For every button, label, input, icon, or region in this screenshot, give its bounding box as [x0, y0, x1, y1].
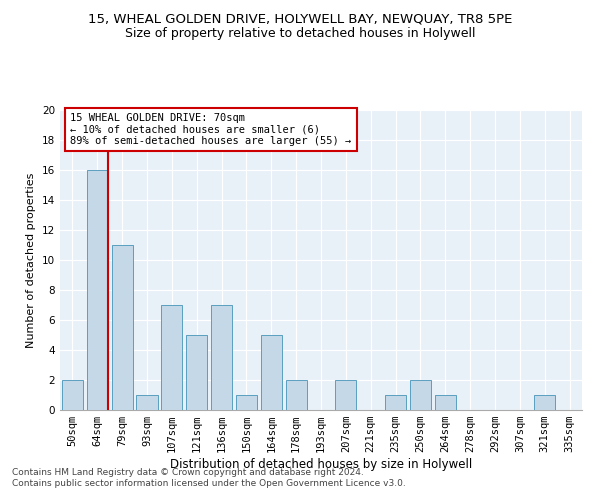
- Bar: [410, 380, 431, 410]
- X-axis label: Distribution of detached houses by size in Holywell: Distribution of detached houses by size …: [170, 458, 472, 471]
- Bar: [534, 395, 555, 410]
- Text: 15, WHEAL GOLDEN DRIVE, HOLYWELL BAY, NEWQUAY, TR8 5PE: 15, WHEAL GOLDEN DRIVE, HOLYWELL BAY, NE…: [88, 12, 512, 26]
- Bar: [286, 380, 307, 410]
- Bar: [62, 380, 83, 410]
- Bar: [335, 380, 356, 410]
- Bar: [261, 335, 282, 410]
- Text: Contains HM Land Registry data © Crown copyright and database right 2024.
Contai: Contains HM Land Registry data © Crown c…: [12, 468, 406, 487]
- Bar: [136, 395, 158, 410]
- Text: 15 WHEAL GOLDEN DRIVE: 70sqm
← 10% of detached houses are smaller (6)
89% of sem: 15 WHEAL GOLDEN DRIVE: 70sqm ← 10% of de…: [70, 113, 352, 146]
- Bar: [112, 245, 133, 410]
- Bar: [236, 395, 257, 410]
- Bar: [211, 305, 232, 410]
- Bar: [186, 335, 207, 410]
- Text: Size of property relative to detached houses in Holywell: Size of property relative to detached ho…: [125, 28, 475, 40]
- Bar: [87, 170, 108, 410]
- Bar: [161, 305, 182, 410]
- Bar: [385, 395, 406, 410]
- Y-axis label: Number of detached properties: Number of detached properties: [26, 172, 37, 348]
- Bar: [435, 395, 456, 410]
